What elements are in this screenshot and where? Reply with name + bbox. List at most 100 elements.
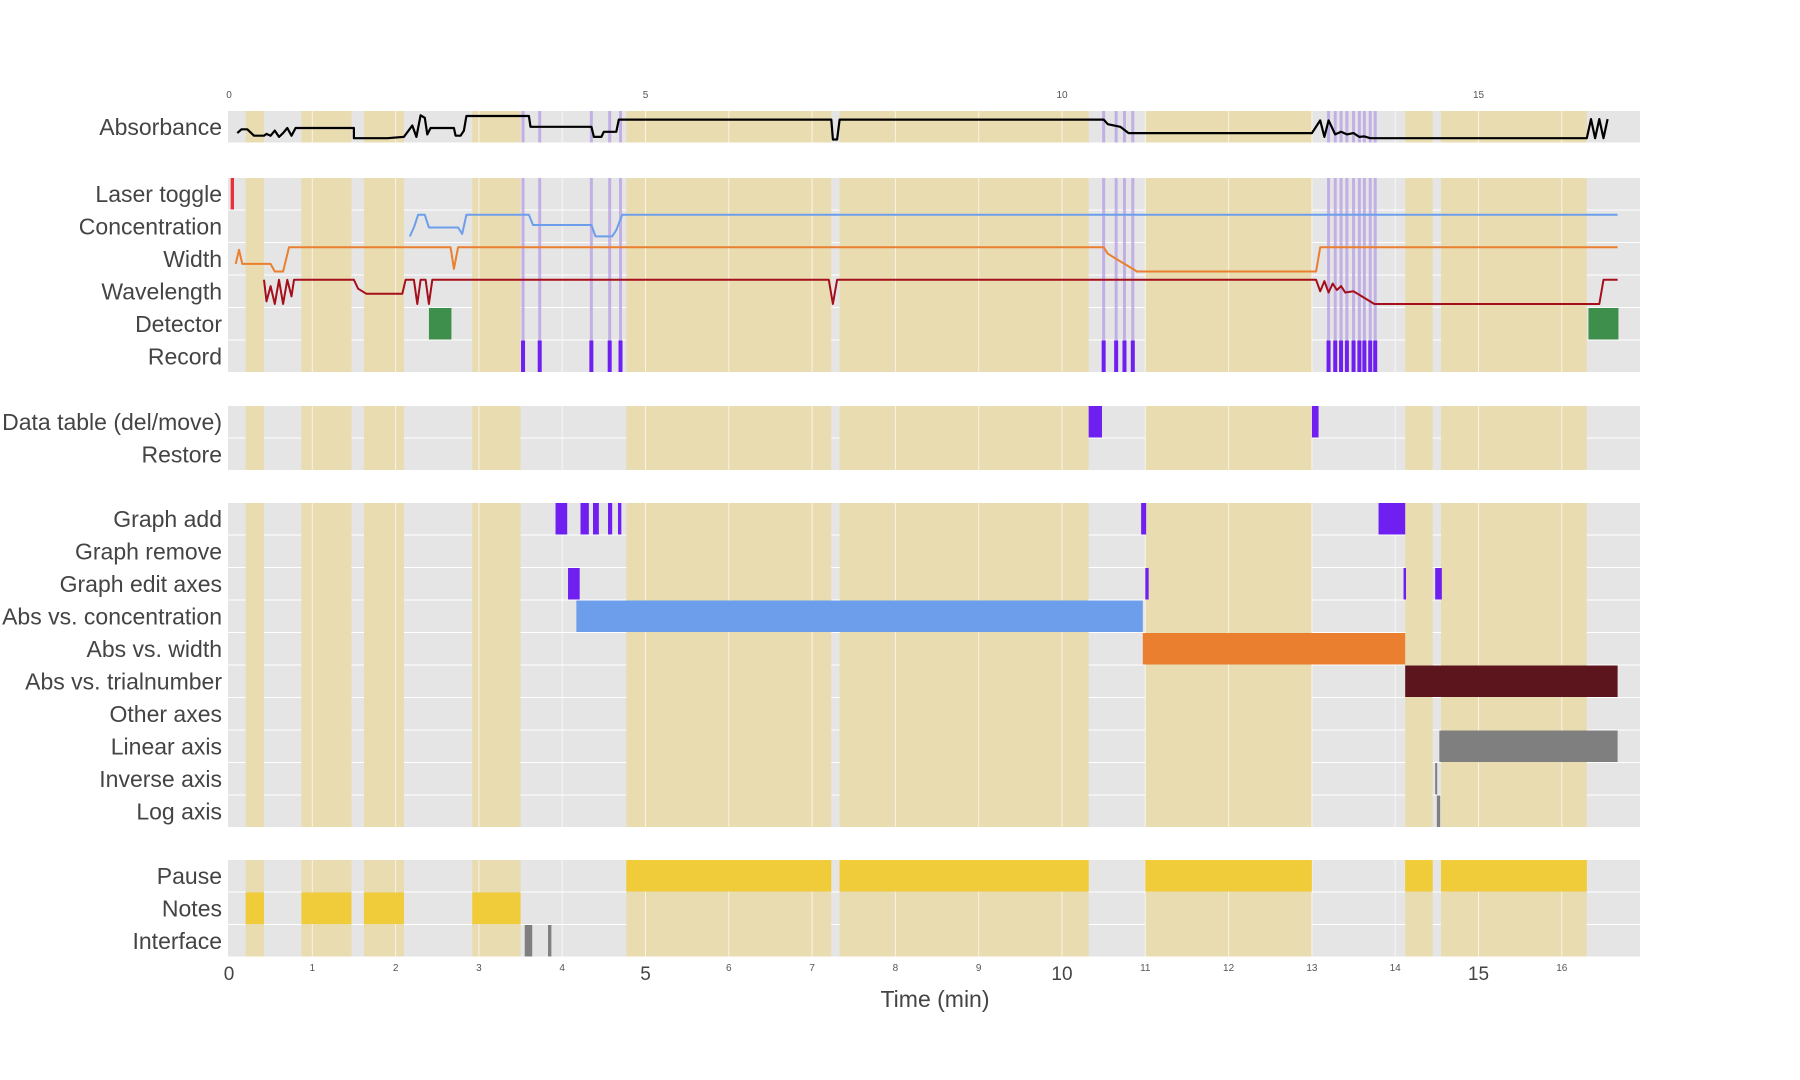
top-tick-label: 15 xyxy=(1473,90,1485,101)
x-axis-title: Time (min) xyxy=(880,986,989,1012)
record-guide xyxy=(1368,178,1372,372)
top-tick-label: 10 xyxy=(1056,90,1068,101)
shaded-interval xyxy=(839,406,1089,470)
record-guide xyxy=(1327,178,1331,372)
event-bar xyxy=(626,860,832,892)
record-guide xyxy=(619,111,623,143)
bottom-minor-tick-label: 2 xyxy=(393,963,399,974)
top-tick-label: 5 xyxy=(643,90,649,101)
event-marks xyxy=(230,111,1619,957)
event-bar xyxy=(1088,406,1102,438)
bottom-minor-tick-label: 3 xyxy=(476,963,482,974)
shaded-interval xyxy=(245,111,264,143)
shaded-interval xyxy=(839,111,1089,143)
bottom-tick-label: 0 xyxy=(224,964,235,985)
record-bar xyxy=(1326,340,1331,372)
shaded-interval xyxy=(472,503,521,827)
event-bar xyxy=(301,892,352,924)
record-bar xyxy=(1114,340,1119,372)
event-bar xyxy=(428,308,452,340)
record-guide xyxy=(1357,178,1361,372)
record-guide xyxy=(1339,178,1343,372)
record-guide xyxy=(1131,178,1135,372)
row-label: Restore xyxy=(141,441,222,467)
shaded-interval xyxy=(245,503,264,827)
record-guide xyxy=(1122,178,1126,372)
record-guide xyxy=(538,178,542,372)
record-guide xyxy=(1373,178,1377,372)
row-label: Graph remove xyxy=(75,538,222,564)
record-guide xyxy=(1368,111,1372,143)
record-guide xyxy=(608,111,612,143)
shaded-interval xyxy=(1441,178,1587,372)
event-bar xyxy=(568,568,580,600)
gridlines xyxy=(311,111,1563,957)
bottom-minor-tick-label: 8 xyxy=(893,963,899,974)
bottom-minor-tick-label: 6 xyxy=(726,963,732,974)
row-label: Absorbance xyxy=(99,114,222,140)
event-bar xyxy=(1441,860,1587,892)
row-label: Laser toggle xyxy=(95,181,222,207)
event-bar xyxy=(524,925,533,957)
bottom-minor-tick-label: 14 xyxy=(1390,963,1402,974)
bottom-minor-tick-label: 16 xyxy=(1556,963,1568,974)
event-bar xyxy=(1403,568,1407,600)
event-bar xyxy=(576,600,1143,632)
bottom-minor-tick-label: 4 xyxy=(559,963,565,974)
shaded-interval xyxy=(245,178,264,372)
event-bar xyxy=(1141,503,1147,535)
axis-ticks: 0 5 10 150 5 10 151 2 3 4 6 7 8 9 11 12 13 14 16 xyxy=(224,90,1568,985)
record-guide xyxy=(1339,111,1343,143)
event-bar xyxy=(1436,795,1441,827)
bottom-tick-label: 10 xyxy=(1051,964,1072,985)
event-bar xyxy=(618,503,622,535)
shaded-interval xyxy=(1441,406,1587,470)
record-guide xyxy=(1352,178,1356,372)
record-guide xyxy=(1357,111,1361,143)
record-bar xyxy=(1357,340,1362,372)
shaded-interval xyxy=(472,178,521,372)
series-line xyxy=(263,278,1618,305)
record-guide xyxy=(1333,111,1337,143)
series-line xyxy=(408,213,1618,238)
row-label: Log axis xyxy=(136,798,222,824)
row-label: Inverse axis xyxy=(99,766,222,792)
row-label: Abs vs. width xyxy=(87,636,223,662)
row-label: Abs vs. trialnumber xyxy=(25,668,222,694)
record-guide xyxy=(589,178,593,372)
record-guide xyxy=(1345,178,1349,372)
shaded-interval xyxy=(301,111,352,143)
event-bar xyxy=(1435,568,1442,600)
event-bar xyxy=(1588,308,1619,340)
record-guide xyxy=(1352,111,1356,143)
record-bar xyxy=(1339,340,1344,372)
shaded-interval xyxy=(301,406,352,470)
event-bar xyxy=(1439,730,1618,762)
row-label: Wavelength xyxy=(101,278,222,304)
row-label: Notes xyxy=(162,895,222,921)
record-bar xyxy=(589,340,594,372)
event-bar xyxy=(593,503,599,535)
record-bar xyxy=(607,340,612,372)
event-bar xyxy=(363,892,404,924)
record-guide xyxy=(1362,178,1366,372)
event-bar xyxy=(1145,860,1312,892)
shaded-interval xyxy=(301,503,352,827)
record-bar xyxy=(1122,340,1127,372)
record-bar xyxy=(1373,340,1378,372)
row-label: Pause xyxy=(157,863,222,889)
record-bar xyxy=(1344,340,1349,372)
record-guide xyxy=(1373,111,1377,143)
record-bar xyxy=(1101,340,1106,372)
event-bar xyxy=(1145,568,1149,600)
row-label: Concentration xyxy=(79,213,222,239)
row-label: Record xyxy=(148,343,222,369)
shaded-interval xyxy=(363,406,404,470)
bottom-minor-tick-label: 12 xyxy=(1223,963,1235,974)
top-tick-label: 0 xyxy=(226,90,232,101)
row-labels: Absorbance Laser toggle Concentration Width… xyxy=(2,114,222,954)
row-label: Width xyxy=(163,246,222,272)
record-guide xyxy=(1114,178,1118,372)
shaded-interval xyxy=(839,178,1089,372)
shaded-interval xyxy=(363,503,404,827)
